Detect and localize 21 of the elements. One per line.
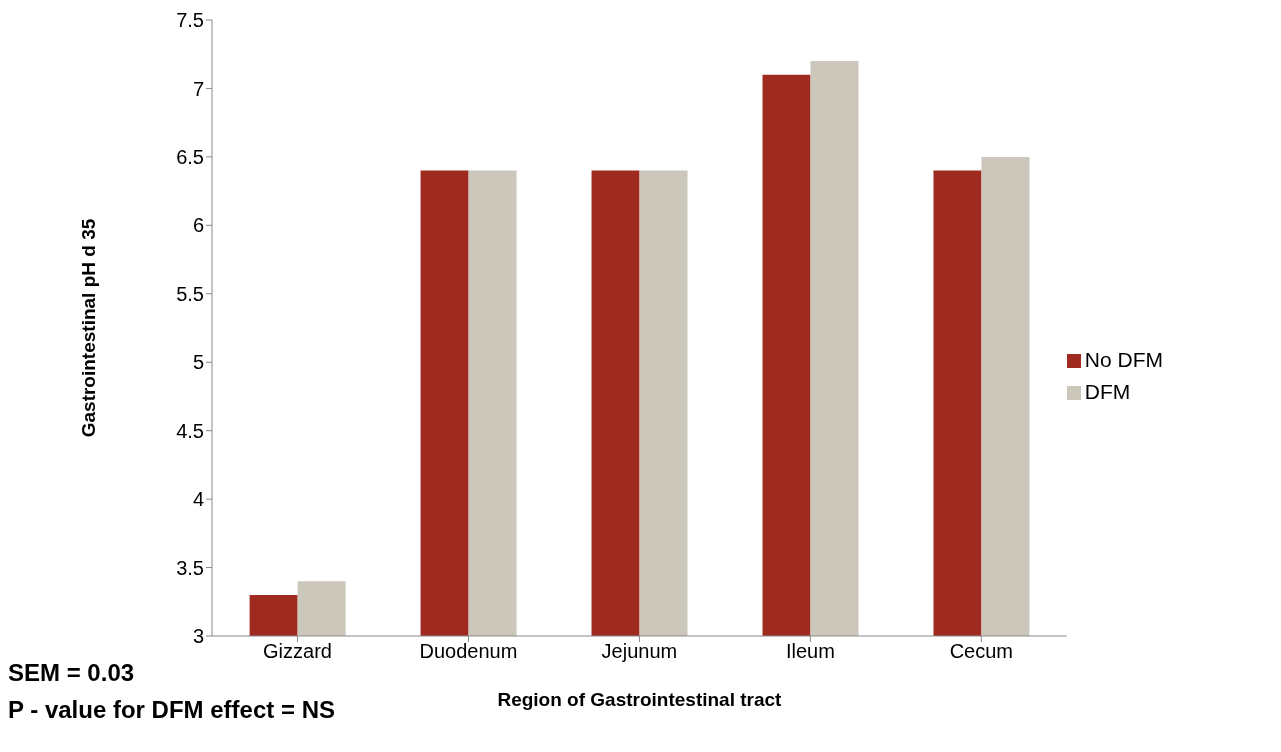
x-tick-label: Ileum xyxy=(785,640,835,663)
y-tick-label: 5.5 xyxy=(176,282,204,305)
legend-label: DFM xyxy=(1084,380,1131,403)
y-tick-label: 6 xyxy=(192,214,204,237)
x-tick-label: Gizzard xyxy=(263,640,332,663)
x-axis-title: Region of Gastrointestinal tract xyxy=(497,689,783,710)
x-tick-label: Duodenum xyxy=(419,640,518,663)
y-tick-label: 7.5 xyxy=(176,9,204,32)
x-tick-label: Jejunum xyxy=(601,640,678,663)
y-tick-label: 7 xyxy=(192,77,204,100)
y-tick-label: 5 xyxy=(192,351,204,374)
text: P - value for DFM effect = NS xyxy=(8,695,335,725)
y-tick-label: 4 xyxy=(192,488,204,511)
y-tick-label: 3.5 xyxy=(176,556,204,579)
y-tick-label: 3 xyxy=(192,625,204,648)
y-tick-label: 6.5 xyxy=(176,145,204,168)
y-axis-title: Gastrointestinal pH d 35 xyxy=(77,218,99,438)
y-tick-label: 4.5 xyxy=(176,419,204,442)
x-tick-label: Cecum xyxy=(949,640,1014,663)
text: SEM = 0.03 xyxy=(8,659,135,686)
legend-label: No DFM xyxy=(1084,348,1163,371)
